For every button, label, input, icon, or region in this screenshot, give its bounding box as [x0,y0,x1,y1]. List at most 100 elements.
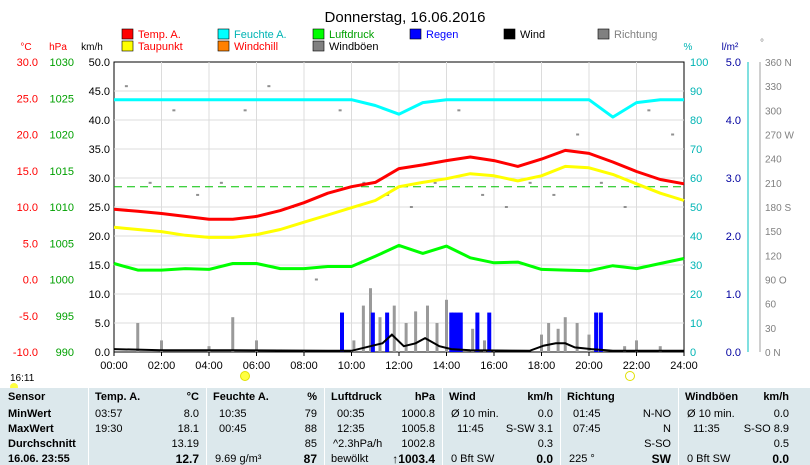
hum-header: Feuchte A. [213,391,269,403]
temp-tick-label: 0.0 [23,275,38,287]
rain-bar [370,312,375,352]
legend-label: Wind [520,29,545,41]
axis-titles: °C hPa km/h% l/m² ° [20,38,764,53]
grid-lines [114,62,684,352]
direction-point [504,206,508,208]
legend-label: Windchill [234,41,278,53]
x-tick-label: 06:00 [243,360,271,372]
press-max-time: 12:35 [337,423,365,435]
humidity-tick-label: 60 [690,173,702,185]
direction-point [267,85,271,88]
wind-tick-label: 20.0 [89,231,110,243]
axis-ticks: 30.025.020.015.010.05.00.0-5.0-10.010301… [13,57,795,372]
gust-beaufort: 0 Bft SW [687,453,731,465]
x-tick-label: 22:00 [623,360,651,372]
wind-gust-bar [255,340,258,352]
direction-point [124,85,128,88]
direction-point [172,109,176,112]
direction-point [671,133,675,136]
wind-max-value: S-SW 3.1 [505,423,553,435]
wind-gust-bar [483,340,486,352]
legend-swatch [121,28,134,40]
wind-gust-bar [623,346,627,352]
temp-min-time: 03:57 [95,408,123,420]
durchschnitt-label: Durchschnitt [8,438,76,450]
wind-gust-bar [392,305,396,352]
direction-point [457,109,461,112]
wind-gust-bar [445,299,448,352]
direction-tick-label: 0 N [765,348,781,359]
temp-tick-label: 25.0 [17,93,38,105]
temp-max-value: 18.1 [177,423,199,435]
wind-gust-bar [575,323,579,352]
humidity-tick-label: 70 [690,144,702,156]
direction-tick-label: 360 N [765,58,792,69]
direction-point [647,109,651,112]
sun-icon [10,383,18,391]
wind-gust-bar [361,305,365,352]
pressure-tick-label: 1015 [50,166,74,178]
wind-beaufort: 0 Bft SW [451,453,495,465]
hum-max-time: 00:45 [219,423,247,435]
temp-tick-label: 5.0 [23,238,38,250]
legend-swatch [121,40,134,52]
direction-point [433,181,437,184]
temp-tick-label: 30.0 [17,57,38,69]
humidity-column: Feuchte A.% 10:35 79 00:45 88 85 9.69 g/m³… [206,388,325,465]
humidity-tick-label: 10 [690,318,702,330]
direction-point [243,109,247,112]
wind-tick-label: 40.0 [89,115,110,127]
sunset-marker-icon [625,371,635,381]
legend-label: Regen [426,29,458,41]
weather-chart: Donnerstag, 16.06.2016 Temp. A.Taupunkt F… [12,9,795,372]
temp-tick-label: -5.0 [19,311,38,323]
press-avg-value: 1002.8 [401,438,435,450]
wind-tick-label: 15.0 [89,260,110,272]
sensor-column: Sensor MinWert MaxWert Durchschnitt 16.0… [0,388,88,465]
humidity-tick-label: 90 [690,86,702,98]
dir-max-value: N [663,423,671,435]
dewpoint-line [113,164,685,239]
direction-point [552,193,556,196]
legend: Temp. A.Taupunkt Feuchte A.Windchill Luftd… [121,28,657,53]
press-max-value: 1005.8 [401,423,435,435]
dir-current-value: SW [651,452,671,465]
direction-axis-unit: ° [760,38,764,49]
direction-point [219,181,223,184]
x-tick-label: 00:00 [100,360,128,372]
humidity-tick-label: 20 [690,289,702,301]
direction-tick-label: 300 [765,106,782,117]
humidity-line [114,98,684,119]
direction-tick-label: 30 [765,324,777,335]
temp-tick-label: 15.0 [17,166,38,178]
wind-gust-bar [426,305,429,352]
rain-tick-label: 1.0 [726,289,741,301]
x-tick-label: 10:00 [338,360,366,372]
rain-bar [458,312,463,352]
temp-avg-value: 13.19 [171,438,199,450]
pressure-tick-label: 1020 [50,130,74,142]
wind-gust-bar [540,334,543,352]
statistics-table: Sensor MinWert MaxWert Durchschnitt 16.0… [0,388,810,465]
x-tick-label: 18:00 [528,360,556,372]
humidity-tick-label: 30 [690,260,702,272]
rain-tick-label: 2.0 [726,231,741,243]
wind-tick-label: 5.0 [95,318,110,330]
direction-point [148,181,152,184]
rain-bar [598,312,603,352]
direction-tick-label: 330 [765,82,782,93]
pressure-tick-label: 1000 [50,275,74,287]
rain-tick-label: 0.0 [726,347,741,359]
wind-tick-label: 0.0 [95,347,110,359]
direction-tick-label: 90 O [765,276,787,287]
wind-gust-bar [378,317,382,352]
rain-bar [449,312,454,352]
legend-swatch [217,40,230,52]
minwert-label: MinWert [8,408,52,420]
rain-bar [487,312,492,352]
x-tick-label: 02:00 [148,360,176,372]
press-trend: ^2.3hPa/h [333,438,383,450]
dir-header: Richtung [567,391,615,403]
press-header: Luftdruck [331,391,382,403]
rain-tick-label: 3.0 [726,173,741,185]
